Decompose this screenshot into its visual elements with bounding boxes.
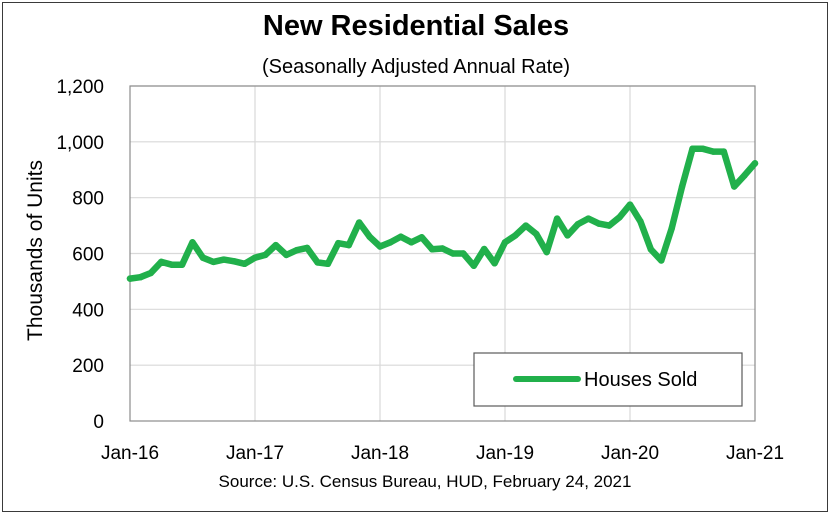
data-point xyxy=(439,245,446,252)
data-point xyxy=(408,239,415,246)
data-point xyxy=(137,274,144,281)
data-point xyxy=(418,234,425,241)
data-point xyxy=(293,246,300,254)
data-point xyxy=(741,172,748,179)
data-point xyxy=(605,222,613,229)
data-point xyxy=(730,183,738,190)
y-tick-label: 1,200 xyxy=(56,77,104,98)
data-point xyxy=(335,239,342,247)
data-point xyxy=(678,183,686,190)
data-point xyxy=(470,262,477,269)
data-point xyxy=(512,232,519,239)
data-point xyxy=(345,241,352,249)
x-tick-label: Jan-16 xyxy=(101,443,159,464)
legend: Houses Sold xyxy=(473,352,743,407)
data-point xyxy=(387,239,394,246)
data-point xyxy=(376,243,384,250)
data-point xyxy=(272,241,280,249)
data-point xyxy=(658,257,665,264)
data-point xyxy=(126,275,134,282)
chart-source: Source: U.S. Census Bureau, HUD, Februar… xyxy=(218,472,632,491)
y-tick-label: 600 xyxy=(72,245,104,266)
data-point xyxy=(147,269,155,277)
data-point xyxy=(189,239,196,246)
data-point xyxy=(303,244,311,252)
data-point xyxy=(366,233,373,240)
data-point xyxy=(220,256,227,263)
data-point xyxy=(574,220,582,228)
data-point xyxy=(283,251,290,259)
data-point xyxy=(480,245,488,253)
data-point xyxy=(428,246,436,253)
y-tick-label: 200 xyxy=(72,356,104,377)
data-point xyxy=(355,219,363,226)
y-tick-label: 0 xyxy=(93,412,104,433)
x-tick-label: Jan-20 xyxy=(601,443,659,464)
x-tick-labels: Jan-16 Jan-17 Jan-18 Jan-19 Jan-20 Jan-21 xyxy=(101,443,784,464)
data-point xyxy=(626,201,634,208)
data-point xyxy=(710,148,717,155)
plot-area-border xyxy=(129,85,756,422)
data-point xyxy=(543,248,550,256)
data-point xyxy=(241,260,248,268)
data-point xyxy=(564,232,571,239)
data-point xyxy=(199,254,207,261)
chart-subtitle: (Seasonally Adjusted Annual Rate) xyxy=(262,56,570,78)
data-point xyxy=(168,261,175,268)
data-point xyxy=(397,233,405,240)
data-point xyxy=(262,251,269,259)
x-tick-label: Jan-17 xyxy=(226,443,284,464)
data-point xyxy=(585,215,592,222)
data-point xyxy=(324,260,332,268)
data-point xyxy=(720,148,727,155)
data-point xyxy=(522,222,530,229)
y-tick-label: 800 xyxy=(72,189,104,210)
data-point xyxy=(178,261,186,268)
x-tick-label: Jan-19 xyxy=(476,443,534,464)
data-point xyxy=(230,258,238,265)
data-point xyxy=(533,230,540,238)
data-point xyxy=(314,259,321,266)
y-axis-label: Thousands of Units xyxy=(24,160,47,341)
data-point xyxy=(491,260,498,267)
data-point xyxy=(637,218,644,225)
y-tick-label: 1,000 xyxy=(56,133,104,154)
y-tick-labels: 0 200 400 600 800 1,000 1,200 xyxy=(56,77,104,433)
series-layer xyxy=(126,145,759,282)
chart-title: New Residential Sales xyxy=(262,10,570,42)
data-point xyxy=(460,250,467,257)
data-point xyxy=(449,250,457,257)
x-tick-label: Jan-18 xyxy=(351,443,409,464)
data-point xyxy=(689,145,696,153)
data-point xyxy=(751,160,759,167)
data-point xyxy=(647,246,655,253)
data-point xyxy=(251,254,259,261)
data-point xyxy=(158,258,165,266)
data-point xyxy=(553,215,561,222)
data-point xyxy=(668,225,675,232)
y-tick-label: 400 xyxy=(72,300,104,321)
data-point xyxy=(501,239,509,246)
x-tick-label: Jan-21 xyxy=(726,443,784,464)
data-point xyxy=(699,145,707,153)
data-point xyxy=(616,214,623,221)
data-point xyxy=(595,220,602,227)
legend-label: Houses Sold xyxy=(584,369,697,391)
data-point xyxy=(210,258,217,266)
